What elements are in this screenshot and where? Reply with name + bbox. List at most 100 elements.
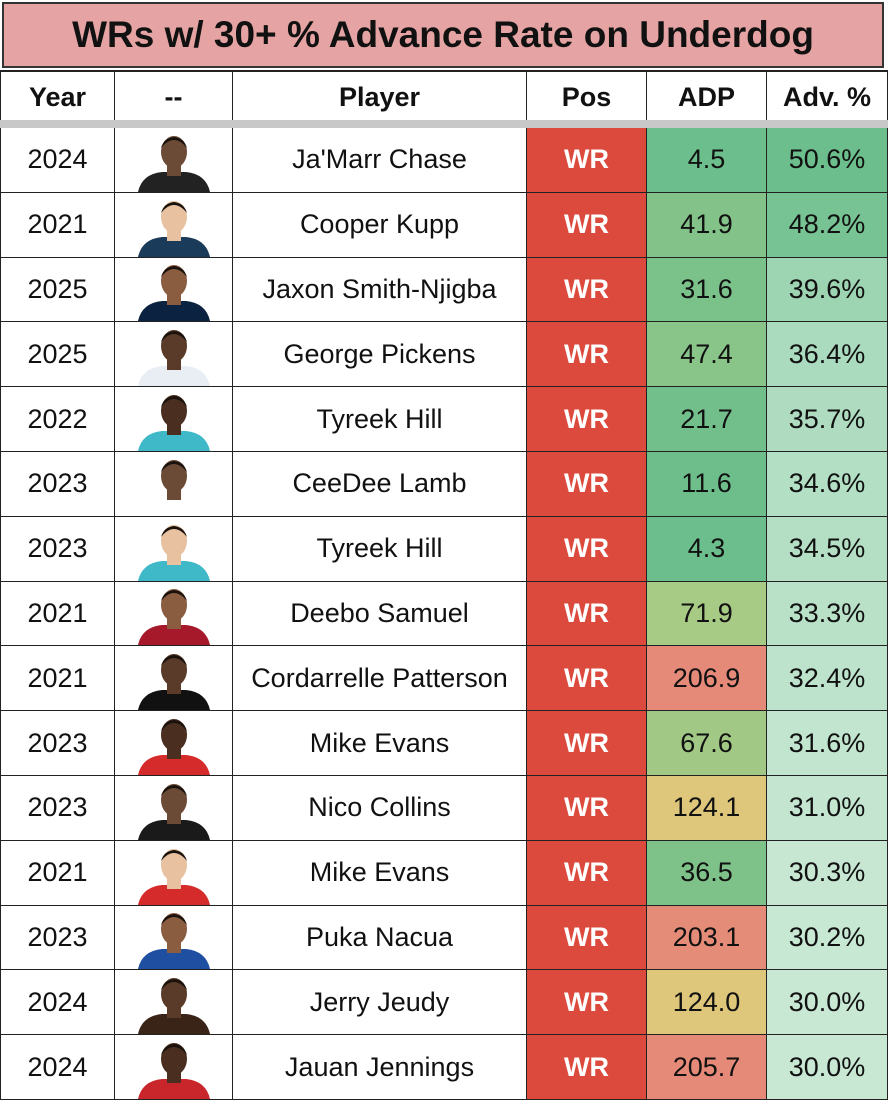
- photo-cell: [115, 1035, 233, 1100]
- position-cell: WR: [527, 257, 647, 323]
- position-cell: WR: [527, 905, 647, 971]
- year-cell: 2021: [0, 646, 115, 712]
- table-row: 2023 Puka Nacua WR 203.1 30.2%: [0, 905, 888, 971]
- photo-shoulders: [137, 171, 210, 192]
- table-row: 2023 Mike Evans WR 67.6 31.6%: [0, 711, 888, 776]
- adp-cell: 31.6: [647, 257, 767, 323]
- photo-cell: [115, 322, 233, 388]
- header-cell: Adv. %: [767, 72, 888, 122]
- photo-head: [160, 1042, 187, 1075]
- photo-shoulders: [137, 560, 210, 581]
- year-cell: 2025: [0, 257, 115, 323]
- photo-hair: [160, 525, 187, 537]
- photo-hair: [160, 590, 187, 602]
- title: WRs w/ 30+ % Advance Rate on Underdog: [2, 2, 884, 68]
- photo-cell: [115, 581, 233, 647]
- photo-head: [160, 783, 187, 816]
- table-row: 2023 Nico Collins WR 124.1 31.0%: [0, 776, 888, 841]
- separator: [0, 120, 888, 128]
- player-photo: [137, 654, 210, 711]
- position-cell: WR: [527, 711, 647, 776]
- year-cell: 2021: [0, 192, 115, 258]
- table-row: 2025 Jaxon Smith-Njigba WR 31.6 39.6%: [0, 257, 888, 323]
- player-cell: Jaxon Smith-Njigba: [233, 257, 527, 323]
- advance-rate-cell: 34.5%: [767, 516, 888, 582]
- year-cell: 2023: [0, 452, 115, 517]
- photo-shoulders: [137, 625, 210, 646]
- year-cell: 2022: [0, 387, 115, 452]
- advance-rate-cell: 30.3%: [767, 840, 888, 906]
- player-photo: [137, 913, 210, 970]
- player-cell: Mike Evans: [233, 840, 527, 906]
- photo-head: [160, 394, 187, 427]
- year-cell: 2023: [0, 905, 115, 971]
- photo-shoulders: [137, 1014, 210, 1035]
- table-row: 2021 Deebo Samuel WR 71.9 33.3%: [0, 581, 888, 647]
- player-photo: [137, 394, 210, 451]
- photo-hair: [160, 460, 187, 472]
- player-cell: Ja'Marr Chase: [233, 128, 527, 193]
- adp-cell: 47.4: [647, 322, 767, 388]
- player-cell: Tyreek Hill: [233, 387, 527, 452]
- photo-hair: [160, 784, 187, 796]
- header-cell: Pos: [527, 72, 647, 122]
- photo-hair: [160, 201, 187, 213]
- adp-cell: 71.9: [647, 581, 767, 647]
- photo-shoulders: [137, 754, 210, 775]
- adp-cell: 4.5: [647, 128, 767, 193]
- photo-head: [160, 200, 187, 233]
- position-cell: WR: [527, 387, 647, 452]
- advance-rate-cell: 35.7%: [767, 387, 888, 452]
- table-row: 2024 Jerry Jeudy WR 124.0 30.0%: [0, 970, 888, 1036]
- player-cell: Jauan Jennings: [233, 1035, 527, 1100]
- header-cell: Year: [0, 72, 115, 122]
- year-cell: 2024: [0, 1035, 115, 1100]
- advance-rate-cell: 31.0%: [767, 776, 888, 841]
- photo-head: [160, 524, 187, 557]
- position-cell: WR: [527, 452, 647, 517]
- photo-hair: [160, 979, 187, 991]
- player-photo: [137, 265, 210, 322]
- advance-rate-cell: 32.4%: [767, 646, 888, 712]
- photo-head: [160, 848, 187, 881]
- table-row: 2024 Jauan Jennings WR 205.7 30.0%: [0, 1035, 888, 1100]
- adp-cell: 205.7: [647, 1035, 767, 1100]
- position-cell: WR: [527, 128, 647, 193]
- player-photo: [137, 718, 210, 775]
- position-cell: WR: [527, 776, 647, 841]
- advance-rate-cell: 30.0%: [767, 1035, 888, 1100]
- header-cell: Player: [233, 72, 527, 122]
- position-cell: WR: [527, 322, 647, 388]
- photo-head: [160, 135, 187, 168]
- adp-cell: 67.6: [647, 711, 767, 776]
- photo-cell: [115, 711, 233, 776]
- position-cell: WR: [527, 516, 647, 582]
- player-cell: Puka Nacua: [233, 905, 527, 971]
- photo-cell: [115, 646, 233, 712]
- table-body: 2024 Ja'Marr Chase WR 4.5 50.6% 2021 Cooper Ku…: [0, 128, 888, 1100]
- player-photo: [137, 135, 210, 192]
- photo-cell: [115, 387, 233, 452]
- adp-cell: 206.9: [647, 646, 767, 712]
- photo-cell: [115, 970, 233, 1036]
- adp-cell: 124.0: [647, 970, 767, 1036]
- photo-shoulders: [137, 236, 210, 257]
- advance-rate-cell: 36.4%: [767, 322, 888, 388]
- player-photo: [137, 783, 210, 840]
- photo-hair: [160, 136, 187, 148]
- header-cell: ADP: [647, 72, 767, 122]
- advance-rate-cell: 39.6%: [767, 257, 888, 323]
- photo-cell: [115, 452, 233, 517]
- adp-cell: 203.1: [647, 905, 767, 971]
- player-photo: [137, 978, 210, 1035]
- photo-head: [160, 589, 187, 622]
- photo-shoulders: [137, 949, 210, 970]
- photo-hair: [160, 849, 187, 861]
- adp-cell: 36.5: [647, 840, 767, 906]
- table-row: 2023 CeeDee Lamb WR 11.6 34.6%: [0, 452, 888, 517]
- advance-rate-cell: 30.2%: [767, 905, 888, 971]
- player-photo: [137, 524, 210, 581]
- photo-shoulders: [137, 430, 210, 451]
- advance-rate-cell: 34.6%: [767, 452, 888, 517]
